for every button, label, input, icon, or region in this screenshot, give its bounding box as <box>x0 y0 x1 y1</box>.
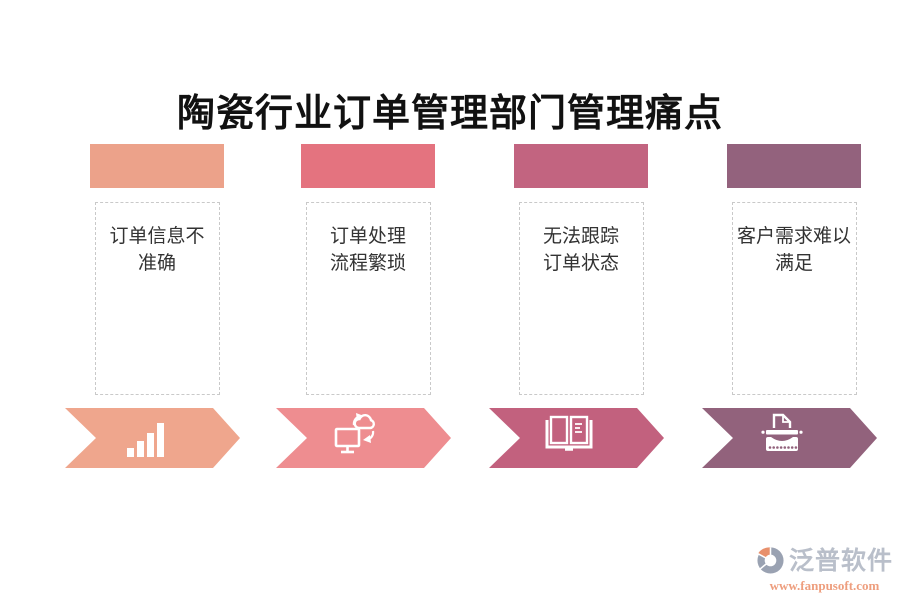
pain-point-text: 准确 <box>137 253 176 274</box>
footer-brand-block: 泛普软件 www.fanpusoft.com <box>756 541 893 594</box>
arrow-banner <box>276 408 451 468</box>
pain-column-3: 无法跟踪 订单状态 <box>489 144 664 468</box>
arrow-banner <box>489 408 664 468</box>
pain-point-text: 无法跟踪 <box>542 226 619 247</box>
color-bar <box>514 144 648 188</box>
color-bar <box>727 144 861 188</box>
fanpu-logo-icon <box>757 546 784 574</box>
pain-point-box: 订单处理 流程繁琐 <box>305 202 431 395</box>
brand-url: www.fanpusoft.com <box>769 578 880 593</box>
cloud-sync-icon <box>334 413 375 454</box>
pain-point-text: 订单状态 <box>542 253 619 274</box>
color-bar <box>90 144 224 188</box>
page-title: 陶瓷行业订单管理部门管理痛点 <box>176 93 723 135</box>
brand-name: 泛普软件 <box>788 547 893 575</box>
typewriter-icon <box>761 413 803 451</box>
pain-column-4: 客户需求难以 满足 <box>702 144 877 468</box>
arrow-shape <box>489 408 664 468</box>
arrow-shape <box>276 408 451 468</box>
pain-point-text: 客户需求难以 <box>736 226 851 247</box>
pain-point-text: 订单处理 <box>329 226 406 247</box>
bar-chart-icon <box>127 423 164 457</box>
pain-point-box: 无法跟踪 订单状态 <box>518 202 644 395</box>
arrow-banner <box>702 408 877 468</box>
pain-point-box: 订单信息不 准确 <box>94 202 220 395</box>
arrow-banner <box>65 408 240 468</box>
color-bar <box>301 144 435 188</box>
open-book-icon <box>545 415 593 451</box>
pain-column-1: 订单信息不 准确 <box>65 144 240 468</box>
pain-point-text: 流程繁琐 <box>329 253 406 274</box>
pain-point-text: 满足 <box>774 253 813 274</box>
pain-point-box: 客户需求难以 满足 <box>731 202 857 395</box>
pain-point-text: 订单信息不 <box>109 226 205 247</box>
pain-column-2: 订单处理 流程繁琐 <box>276 144 451 468</box>
